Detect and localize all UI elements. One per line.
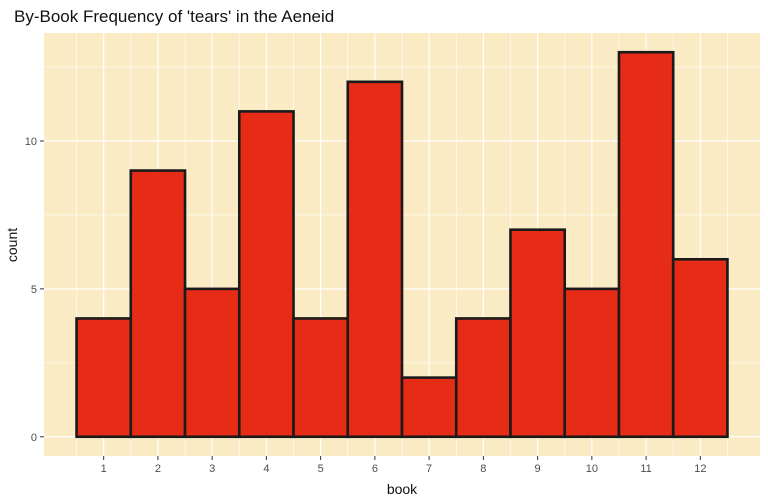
x-axis: 1 2 3 4 5 6 7 8 9 10 11 12 xyxy=(101,456,706,475)
y-tick-label: 0 xyxy=(31,432,37,444)
x-axis-title: book xyxy=(387,481,418,497)
bars xyxy=(75,50,729,439)
y-axis-title: count xyxy=(4,228,20,262)
bar-book-12 xyxy=(671,257,729,439)
x-tick-label: 5 xyxy=(318,463,324,475)
bar-book-7 xyxy=(400,376,458,439)
bar-book-2 xyxy=(129,169,187,439)
x-tick-label: 9 xyxy=(535,463,541,475)
x-tick-label: 6 xyxy=(372,463,378,475)
bar-book-5 xyxy=(292,317,350,439)
bar-book-11 xyxy=(617,50,675,439)
chart-title: By-Book Frequency of 'tears' in the Aene… xyxy=(14,7,334,26)
bar-book-8 xyxy=(454,317,512,439)
bar-book-9 xyxy=(509,228,567,439)
x-tick-label: 10 xyxy=(586,463,598,475)
bar-book-4 xyxy=(237,110,295,439)
y-tick-label: 10 xyxy=(25,136,37,148)
bar-book-1 xyxy=(75,317,133,439)
x-tick-label: 1 xyxy=(101,463,107,475)
x-tick-label: 8 xyxy=(480,463,486,475)
y-axis: 0 5 10 xyxy=(25,136,44,444)
y-tick-label: 5 xyxy=(31,284,37,296)
x-tick-label: 2 xyxy=(155,463,161,475)
bar-book-3 xyxy=(183,287,241,439)
x-tick-label: 7 xyxy=(426,463,432,475)
bar-book-6 xyxy=(346,80,404,439)
bar-book-10 xyxy=(563,287,621,439)
x-tick-label: 4 xyxy=(263,463,269,475)
x-tick-label: 11 xyxy=(640,463,651,475)
x-tick-label: 3 xyxy=(209,463,215,475)
x-tick-label: 12 xyxy=(694,463,706,475)
